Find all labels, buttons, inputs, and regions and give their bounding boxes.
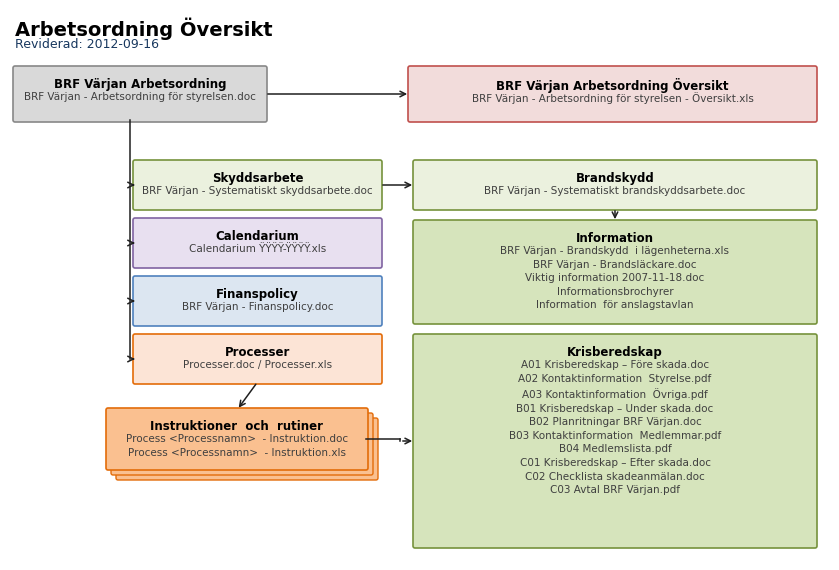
Text: Processer.doc / Processer.xls: Processer.doc / Processer.xls <box>183 360 332 370</box>
FancyBboxPatch shape <box>413 220 817 324</box>
FancyBboxPatch shape <box>133 160 382 210</box>
Text: Instruktioner  och  rutiner: Instruktioner och rutiner <box>150 420 324 433</box>
FancyBboxPatch shape <box>13 66 267 122</box>
FancyBboxPatch shape <box>408 66 817 122</box>
Text: Reviderad: 2012-09-16: Reviderad: 2012-09-16 <box>15 38 159 51</box>
FancyBboxPatch shape <box>133 334 382 384</box>
Text: Skyddsarbete: Skyddsarbete <box>211 172 303 185</box>
Text: BRF Värjan - Systematiskt brandskyddsarbete.doc: BRF Värjan - Systematiskt brandskyddsarb… <box>484 186 746 196</box>
FancyBboxPatch shape <box>111 413 373 475</box>
Text: Calendarium: Calendarium <box>216 230 300 243</box>
Text: BRF Värjan - Finanspolicy.doc: BRF Värjan - Finanspolicy.doc <box>182 302 333 312</box>
Text: Calendarium ŸŸŸŸ-ŸŸŸŸ.xls: Calendarium ŸŸŸŸ-ŸŸŸŸ.xls <box>189 244 326 254</box>
Text: Arbetsordning Översikt: Arbetsordning Översikt <box>15 18 273 40</box>
FancyBboxPatch shape <box>133 276 382 326</box>
FancyBboxPatch shape <box>133 218 382 268</box>
Text: BRF Värjan - Brandskydd  i lägenheterna.xls
BRF Värjan - Brandsläckare.doc
Vikti: BRF Värjan - Brandskydd i lägenheterna.x… <box>501 246 729 311</box>
Text: A01 Krisberedskap – Före skada.doc
A02 Kontaktinformation  Styrelse.pdf
A03 Kont: A01 Krisberedskap – Före skada.doc A02 K… <box>509 360 722 495</box>
Text: BRF Värjan Arbetsordning Översikt: BRF Värjan Arbetsordning Översikt <box>496 78 729 93</box>
Text: Brandskydd: Brandskydd <box>576 172 654 185</box>
Text: Krisberedskap: Krisberedskap <box>567 346 663 359</box>
Text: BRF Värjan - Systematiskt skyddsarbete.doc: BRF Värjan - Systematiskt skyddsarbete.d… <box>142 186 373 196</box>
FancyBboxPatch shape <box>106 408 368 470</box>
Text: Processer: Processer <box>225 346 290 359</box>
FancyBboxPatch shape <box>413 160 817 210</box>
Text: BRF Värjan Arbetsordning: BRF Värjan Arbetsordning <box>54 78 227 91</box>
FancyBboxPatch shape <box>413 334 817 548</box>
Text: BRF Värjan - Arbetsordning för styrelsen - Översikt.xls: BRF Värjan - Arbetsordning för styrelsen… <box>472 92 753 104</box>
Text: Finanspolicy: Finanspolicy <box>216 288 299 301</box>
Text: BRF Värjan - Arbetsordning för styrelsen.doc: BRF Värjan - Arbetsordning för styrelsen… <box>24 92 256 102</box>
Text: Process <Processnamn>  - Instruktion.doc
Process <Processnamn>  - Instruktion.xl: Process <Processnamn> - Instruktion.doc … <box>126 434 348 458</box>
FancyBboxPatch shape <box>116 418 378 480</box>
Text: Information: Information <box>576 232 654 245</box>
